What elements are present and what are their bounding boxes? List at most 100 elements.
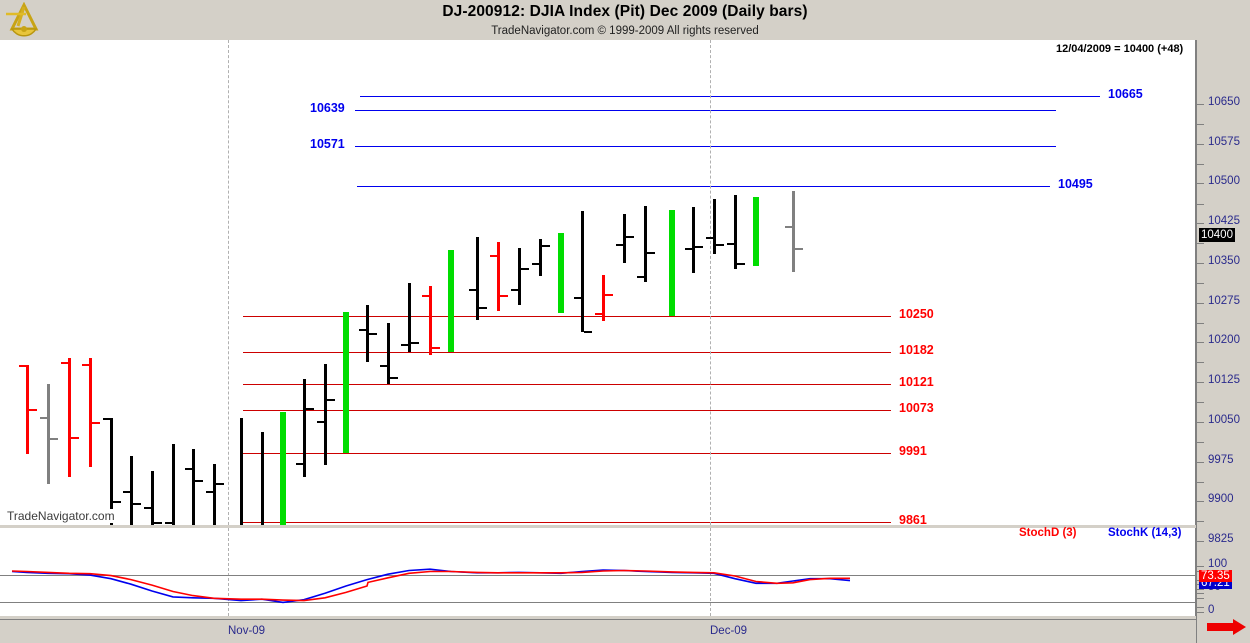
ohlc-bar[interactable]: [366, 305, 369, 363]
resistance-line[interactable]: [355, 109, 1056, 111]
ohlc-bar[interactable]: [324, 363, 327, 466]
stoch-axis-label[interactable]: 100: [1208, 558, 1228, 570]
ohlc-bar[interactable]: [644, 205, 647, 282]
date-axis-label[interactable]: Dec-09: [710, 625, 748, 637]
ohlc-close-tick[interactable]: [737, 262, 745, 265]
resistance-level-label[interactable]: 10571: [310, 136, 345, 151]
ohlc-open-tick[interactable]: [706, 237, 714, 240]
ohlc-open-tick[interactable]: [103, 417, 111, 420]
price-axis-label[interactable]: 10650: [1208, 96, 1240, 108]
ohlc-open-tick[interactable]: [82, 363, 90, 366]
ohlc-bar[interactable]: [518, 248, 521, 306]
ohlc-close-tick[interactable]: [500, 294, 508, 297]
ohlc-open-tick[interactable]: [144, 506, 152, 509]
support-line[interactable]: [243, 384, 891, 386]
ohlc-bar[interactable]: [408, 283, 411, 352]
ohlc-bar[interactable]: [753, 197, 759, 267]
ohlc-open-tick[interactable]: [511, 289, 519, 292]
ohlc-bar[interactable]: [89, 358, 92, 467]
ohlc-close-tick[interactable]: [795, 248, 803, 251]
support-level-label[interactable]: 10073: [899, 400, 934, 415]
axis-tick[interactable]: [1197, 143, 1204, 145]
ohlc-close-tick[interactable]: [71, 436, 79, 439]
price-axis-label[interactable]: 9975: [1208, 453, 1234, 466]
axis-minor-tick[interactable]: [1197, 593, 1204, 595]
ohlc-bar[interactable]: [558, 233, 564, 313]
ohlc-close-tick[interactable]: [50, 437, 58, 440]
axis-tick[interactable]: [1197, 183, 1204, 185]
ohlc-close-tick[interactable]: [113, 501, 121, 504]
ohlc-bar[interactable]: [539, 238, 542, 276]
ohlc-close-tick[interactable]: [216, 482, 224, 485]
ohlc-bar[interactable]: [792, 190, 795, 273]
ohlc-bar[interactable]: [172, 444, 175, 541]
price-axis-label[interactable]: 9900: [1208, 493, 1234, 506]
ohlc-bar[interactable]: [68, 358, 71, 477]
price-axis-label[interactable]: 10575: [1208, 135, 1240, 148]
support-line[interactable]: [243, 351, 891, 353]
ohlc-open-tick[interactable]: [206, 490, 214, 493]
axis-tick[interactable]: [1197, 342, 1204, 344]
price-axis[interactable]: 10650 10575 10500 10425 10350 10275 10200 10125…: [1196, 40, 1250, 643]
ohlc-open-tick[interactable]: [595, 312, 603, 315]
axis-tick[interactable]: [1197, 262, 1204, 264]
support-level-label[interactable]: 10250: [899, 306, 934, 321]
ohlc-close-tick[interactable]: [542, 244, 550, 247]
current-price-badge[interactable]: 10400: [1199, 228, 1235, 243]
price-axis-label[interactable]: 10125: [1208, 374, 1240, 387]
ohlc-close-tick[interactable]: [369, 332, 377, 335]
ohlc-bar[interactable]: [476, 237, 479, 321]
axis-minor-tick[interactable]: [1197, 322, 1204, 324]
axis-tick[interactable]: [1197, 302, 1204, 304]
ohlc-bar[interactable]: [213, 464, 216, 552]
ohlc-close-tick[interactable]: [133, 503, 141, 506]
stoch-reference-line[interactable]: [0, 575, 1196, 577]
price-axis-label[interactable]: 10050: [1208, 413, 1240, 426]
ohlc-close-tick[interactable]: [584, 330, 592, 333]
axis-tick[interactable]: [1197, 566, 1204, 567]
stochd-value-badge[interactable]: 73.35: [1199, 570, 1232, 583]
support-level-label[interactable]: 9861: [899, 512, 927, 527]
ohlc-open-tick[interactable]: [685, 248, 693, 251]
axis-tick[interactable]: [1197, 104, 1204, 105]
ohlc-open-tick[interactable]: [785, 225, 793, 228]
ohlc-bar[interactable]: [734, 195, 737, 270]
ohlc-close-tick[interactable]: [432, 346, 440, 349]
stochastic-pane[interactable]: [0, 528, 1196, 616]
ohlc-bar[interactable]: [602, 274, 605, 322]
ohlc-close-tick[interactable]: [479, 307, 487, 310]
month-separator[interactable]: [710, 40, 711, 525]
ohlc-bar[interactable]: [387, 323, 390, 384]
axis-tick[interactable]: [1197, 223, 1204, 225]
axis-tick[interactable]: [1197, 588, 1204, 590]
current-quote[interactable]: 12/04/2009 = 10400 (+48): [1056, 43, 1184, 55]
resistance-line[interactable]: [357, 186, 1050, 188]
ohlc-close-tick[interactable]: [647, 252, 655, 255]
resistance-level-label[interactable]: 10495: [1058, 177, 1093, 192]
ohlc-bar[interactable]: [240, 417, 243, 555]
ohlc-bar[interactable]: [303, 379, 306, 477]
price-chart-pane[interactable]: 10665 10639 10571 10495 10250 10182 10121 10073…: [0, 40, 1196, 555]
ohlc-open-tick[interactable]: [123, 490, 131, 493]
ohlc-open-tick[interactable]: [422, 294, 430, 297]
price-axis-label[interactable]: 9825: [1208, 533, 1234, 545]
resistance-line[interactable]: [355, 145, 1056, 147]
ohlc-bar[interactable]: [448, 250, 454, 352]
ohlc-open-tick[interactable]: [40, 416, 48, 419]
ohlc-open-tick[interactable]: [401, 344, 409, 347]
ohlc-open-tick[interactable]: [317, 420, 325, 423]
axis-tick[interactable]: [1197, 541, 1204, 542]
ohlc-bar[interactable]: [429, 286, 432, 356]
support-level-label[interactable]: 10121: [899, 375, 934, 390]
ohlc-open-tick[interactable]: [637, 275, 645, 278]
ohlc-bar[interactable]: [669, 209, 675, 316]
ohlc-close-tick[interactable]: [154, 522, 162, 525]
price-axis-label[interactable]: 10350: [1208, 254, 1240, 267]
ohlc-bar[interactable]: [110, 417, 113, 525]
axis-tick[interactable]: [1197, 501, 1204, 503]
ohlc-open-tick[interactable]: [727, 242, 735, 245]
axis-minor-tick[interactable]: [1197, 402, 1204, 404]
ohlc-close-tick[interactable]: [390, 377, 398, 380]
ohlc-bar[interactable]: [280, 412, 286, 544]
ohlc-close-tick[interactable]: [306, 408, 314, 411]
